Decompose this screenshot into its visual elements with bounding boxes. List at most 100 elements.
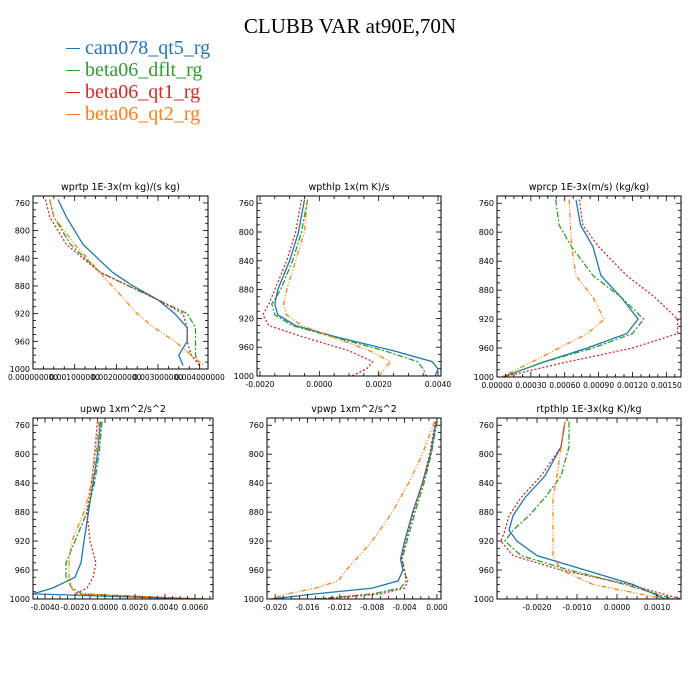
x-tick-label: 0.0040: [425, 380, 451, 389]
series-line-beta06_qt1_rg: [74, 421, 199, 600]
y-tick-label: 880: [239, 286, 254, 295]
x-tick-label: 0.004000000: [175, 373, 225, 382]
y-tick-label: 920: [249, 537, 264, 546]
y-tick-label: 840: [479, 479, 494, 488]
y-tick-label: 920: [479, 315, 494, 324]
x-tick-label: 0.0020: [366, 380, 392, 389]
legend-swatch-1: [66, 47, 80, 49]
x-tick-label: -0.0020: [245, 380, 274, 389]
y-tick-label: 800: [249, 450, 264, 459]
y-tick-label: 960: [479, 566, 494, 575]
plot-frame: [266, 417, 442, 600]
plot-frame: [32, 417, 214, 600]
plot-frame: [256, 195, 442, 377]
x-tick-label: 0.00120: [617, 381, 648, 390]
y-tick-label: 840: [249, 479, 264, 488]
y-tick-label: 960: [249, 566, 264, 575]
y-tick-label: 920: [239, 314, 254, 323]
y-tick-label: 1000: [234, 372, 254, 381]
y-tick-label: 800: [479, 450, 494, 459]
y-tick-label: 760: [15, 199, 30, 208]
y-tick-label: 960: [15, 566, 30, 575]
x-tick-label: -0.004: [392, 603, 416, 612]
chart-panel-4: upwp 1xm^2/s^27608008408809209601000-0.0…: [10, 404, 214, 612]
chart-title: wprtp 1E-3x(m kg)/(s kg): [61, 182, 180, 193]
chart-title: rtpthlp 1E-3x(kg K)/kg: [536, 404, 641, 415]
chart-panel-3: wprcp 1E-3x(m/s) (kg/kg) 760 800 840 880 920 9…: [474, 182, 682, 390]
x-tick-label: 0.00030: [515, 381, 546, 390]
series-line-beta06_qt1_rg: [262, 199, 374, 377]
y-tick-label: 800: [15, 227, 30, 236]
legend-label-2: beta06_dflt_rg: [85, 59, 203, 81]
series-line-beta06_qt2_rg: [283, 199, 392, 377]
y-tick-label: 800: [239, 228, 254, 237]
x-tick-label: 0.0040: [152, 603, 178, 612]
legend-swatch-2: [66, 69, 80, 71]
y-tick-label: 840: [15, 254, 30, 263]
chart-title: vpwp 1xm^2/s^2: [311, 404, 397, 415]
legend-label-4: beta06_qt2_rg: [85, 103, 201, 125]
legend-swatch-3: [66, 91, 80, 93]
y-tick-label: 1000: [474, 373, 494, 382]
legend-label-1: cam078_qt5_rg: [85, 37, 211, 59]
x-tick-label: 0.0010: [644, 603, 670, 612]
series-line-beta06_dflt_rg: [315, 421, 438, 600]
x-tick-label: -0.0010: [563, 603, 592, 612]
series-line-cam078_qt5_rg: [274, 199, 439, 377]
series-line-cam078_qt5_rg: [57, 199, 188, 366]
y-tick-label: 1000: [10, 365, 30, 374]
y-tick-label: 880: [15, 508, 30, 517]
x-tick-label: 0.000000000: [8, 373, 58, 382]
x-tick-label: 0.0060: [182, 603, 208, 612]
y-tick-label: 800: [15, 450, 30, 459]
series-line-cam078_qt5_rg: [502, 199, 639, 378]
y-tick-label: 960: [239, 343, 254, 352]
x-tick-label: 0.001000000: [50, 373, 100, 382]
x-tick-label: -0.0020: [61, 603, 90, 612]
y-tick-label: 880: [249, 508, 264, 517]
legend-entry-4: beta06_qt2_rg: [66, 104, 200, 124]
x-tick-label: -0.0020: [523, 603, 552, 612]
x-tick-label: 0.00150: [651, 381, 682, 390]
x-tick-label: -0.012: [328, 603, 352, 612]
plot-frame: [496, 417, 682, 600]
y-tick-label: 760: [249, 421, 264, 430]
x-tick-label: 0.00000: [481, 381, 512, 390]
x-tick-label: -0.0040: [31, 603, 60, 612]
series-line-cam078_qt5_rg: [270, 421, 437, 600]
y-tick-label: 920: [15, 310, 30, 319]
x-tick-label: 0.00090: [583, 381, 614, 390]
y-tick-label: 960: [479, 344, 494, 353]
y-tick-label: 840: [239, 257, 254, 266]
x-tick-label: 0.0020: [122, 603, 148, 612]
chart-title: wprcp 1E-3x(m/s) (kg/kg): [529, 182, 649, 193]
chart-panel-5: vpwp 1xm^2/s^27608008408809209601000-0.0…: [244, 404, 448, 612]
chart-panel-6: rtpthlp 1E-3x(kg K)/kg 760 800 840 880 920 960…: [474, 404, 682, 612]
y-tick-label: 880: [479, 508, 494, 517]
legend-entry-1: cam078_qt5_rg: [66, 38, 210, 58]
y-tick-label: 920: [15, 537, 30, 546]
series-line-cam078_qt5_rg: [32, 421, 196, 600]
series-line-beta06_dflt_rg: [271, 199, 427, 377]
series-line-beta06_qt1_rg: [44, 199, 201, 366]
series-line-beta06_dflt_rg: [504, 421, 674, 600]
series-line-beta06_qt2_rg: [270, 421, 436, 600]
y-tick-label: 880: [15, 282, 30, 291]
y-tick-label: 840: [479, 257, 494, 266]
x-tick-label: 0.0000: [92, 603, 118, 612]
x-tick-label: -0.020: [263, 603, 287, 612]
series-line-beta06_qt2_rg: [501, 199, 606, 378]
x-tick-label: -0.016: [295, 603, 319, 612]
x-tick-label: 0.003000000: [133, 373, 183, 382]
y-tick-label: 880: [479, 286, 494, 295]
plot-frame: [496, 195, 682, 378]
y-tick-label: 960: [15, 337, 30, 346]
y-tick-label: 800: [479, 228, 494, 237]
chart-panel-2: wpthlp 1x(m K)/s 760 800 840 880 920 960 1000-0…: [234, 182, 452, 389]
y-tick-label: 760: [479, 199, 494, 208]
chart-title: wpthlp 1x(m K)/s: [309, 182, 390, 193]
y-tick-label: 840: [15, 479, 30, 488]
y-tick-label: 760: [15, 421, 30, 430]
y-tick-label: 1000: [10, 595, 30, 604]
